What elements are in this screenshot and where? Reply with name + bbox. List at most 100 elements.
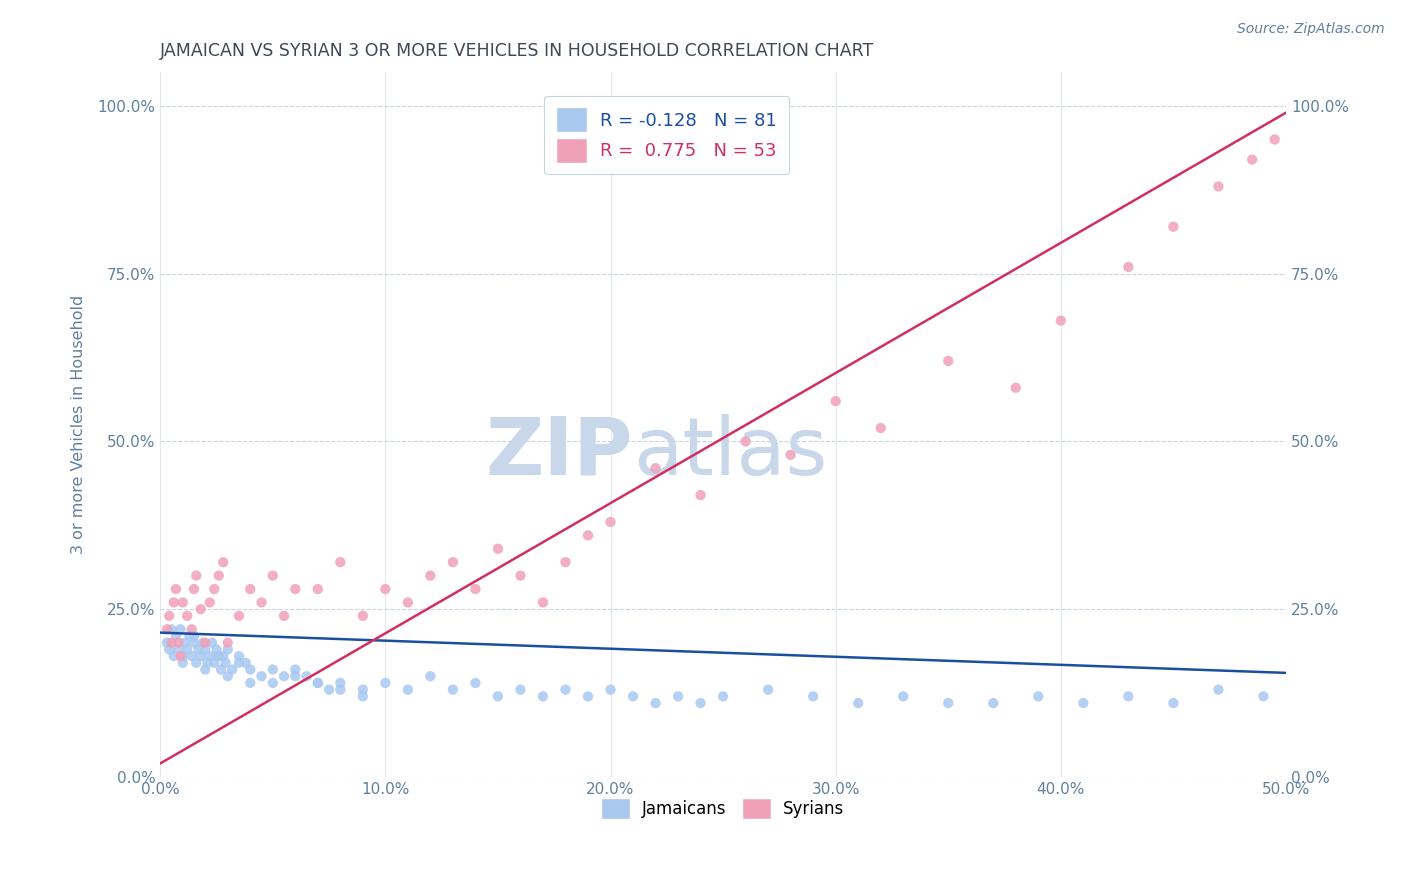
Point: [160, 636, 183, 650]
Point: [464, 582, 486, 596]
Point: [1163, 696, 1185, 710]
Point: [689, 488, 711, 502]
Point: [1118, 260, 1140, 274]
Point: [169, 622, 191, 636]
Point: [576, 528, 599, 542]
Point: [329, 676, 352, 690]
Text: Source: ZipAtlas.com: Source: ZipAtlas.com: [1237, 22, 1385, 37]
Point: [202, 582, 225, 596]
Point: [157, 642, 180, 657]
Point: [165, 582, 187, 596]
Point: [374, 582, 396, 596]
Point: [167, 636, 190, 650]
Point: [221, 663, 243, 677]
Point: [183, 582, 205, 596]
Point: [1049, 313, 1071, 327]
Point: [981, 696, 1004, 710]
Point: [1004, 381, 1026, 395]
Point: [1208, 179, 1230, 194]
Text: JAMAICAN VS SYRIAN 3 OR MORE VEHICLES IN HOUSEHOLD CORRELATION CHART: JAMAICAN VS SYRIAN 3 OR MORE VEHICLES IN…: [160, 42, 875, 60]
Point: [209, 663, 232, 677]
Point: [295, 669, 318, 683]
Point: [239, 582, 262, 596]
Point: [1118, 690, 1140, 704]
Point: [531, 595, 554, 609]
Point: [869, 421, 891, 435]
Point: [307, 676, 329, 690]
Point: [554, 555, 576, 569]
Y-axis label: 3 or more Vehicles in Household: 3 or more Vehicles in Household: [72, 295, 86, 554]
Point: [509, 568, 531, 582]
Point: [180, 649, 202, 664]
Point: [396, 595, 419, 609]
Point: [419, 568, 441, 582]
Point: [205, 642, 228, 657]
Point: [486, 690, 509, 704]
Point: [205, 649, 228, 664]
Point: [262, 676, 284, 690]
Point: [174, 636, 197, 650]
Point: [176, 642, 198, 657]
Point: [1073, 696, 1095, 710]
Point: [531, 690, 554, 704]
Point: [217, 669, 239, 683]
Point: [1163, 219, 1185, 234]
Point: [666, 690, 689, 704]
Point: [936, 354, 959, 368]
Point: [352, 682, 374, 697]
Point: [186, 656, 208, 670]
Point: [228, 608, 250, 623]
Point: [239, 676, 262, 690]
Point: [734, 434, 756, 449]
Point: [180, 622, 202, 636]
Point: [250, 669, 273, 683]
Point: [599, 515, 621, 529]
Point: [284, 582, 307, 596]
Point: [165, 629, 187, 643]
Point: [307, 676, 329, 690]
Point: [186, 568, 208, 582]
Point: [756, 682, 779, 697]
Point: [217, 642, 239, 657]
Point: [1241, 153, 1264, 167]
Point: [273, 608, 295, 623]
Point: [891, 690, 914, 704]
Point: [419, 669, 441, 683]
Point: [157, 608, 180, 623]
Point: [228, 649, 250, 664]
Point: [172, 656, 194, 670]
Point: [156, 636, 179, 650]
Point: [187, 642, 209, 657]
Point: [689, 696, 711, 710]
Point: [374, 676, 396, 690]
Point: [183, 629, 205, 643]
Point: [194, 642, 217, 657]
Point: [167, 642, 190, 657]
Point: [711, 690, 734, 704]
Point: [329, 682, 352, 697]
Point: [1208, 682, 1230, 697]
Text: atlas: atlas: [633, 414, 827, 491]
Point: [214, 656, 236, 670]
Point: [172, 595, 194, 609]
Point: [208, 568, 231, 582]
Point: [576, 690, 599, 704]
Point: [194, 663, 217, 677]
Point: [352, 690, 374, 704]
Text: ZIP: ZIP: [486, 414, 633, 491]
Point: [307, 582, 329, 596]
Point: [172, 649, 194, 664]
Point: [169, 649, 191, 664]
Point: [163, 649, 186, 664]
Point: [846, 696, 869, 710]
Point: [198, 649, 221, 664]
Point: [1264, 132, 1286, 146]
Point: [156, 622, 179, 636]
Point: [160, 622, 183, 636]
Point: [228, 656, 250, 670]
Point: [318, 682, 340, 697]
Point: [284, 663, 307, 677]
Point: [396, 682, 419, 697]
Point: [441, 555, 464, 569]
Point: [201, 636, 224, 650]
